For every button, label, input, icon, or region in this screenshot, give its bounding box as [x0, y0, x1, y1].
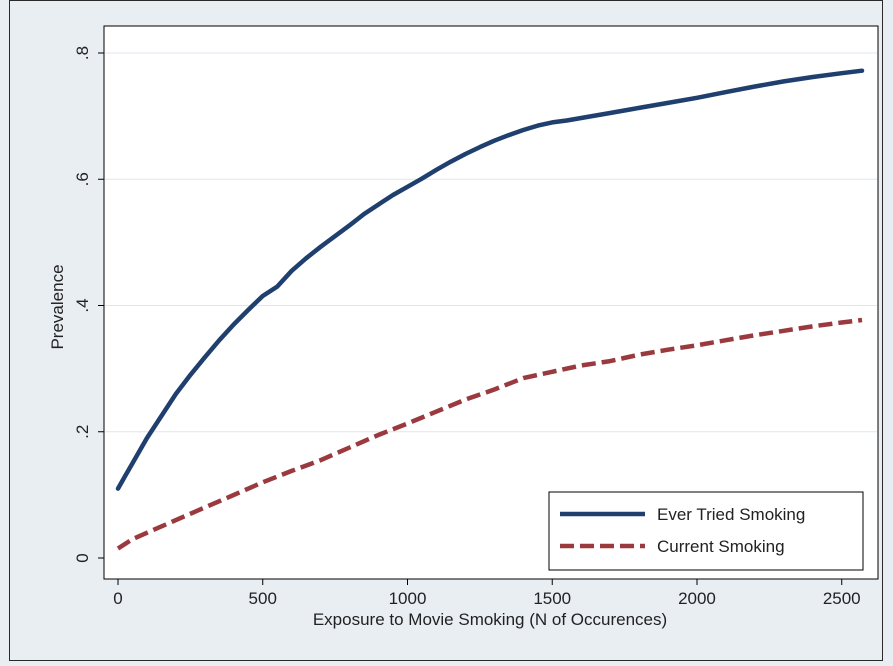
- series-lines: [115, 68, 865, 551]
- y-tick-label: .4: [73, 298, 92, 312]
- legend-box: [548, 491, 864, 571]
- x-tick-label: 0: [113, 589, 122, 608]
- legend-label-ever-tried: Ever Tried Smoking: [657, 505, 805, 524]
- y-tick-label: 0: [73, 553, 92, 562]
- series-line-ever-tried: [115, 68, 865, 491]
- y-axis-label: Prevalence: [48, 264, 67, 349]
- x-tick-label: 1000: [389, 589, 427, 608]
- x-tick-label: 2500: [823, 589, 861, 608]
- y-tick-label: .6: [73, 172, 92, 186]
- plot-area: [103, 25, 879, 580]
- legend: Ever Tried Smoking Current Smoking: [548, 491, 864, 571]
- legend-label-current: Current Smoking: [657, 537, 785, 556]
- axes: 0 .2 .4 .6 .8 0 500 1000 1500 2000 2500: [73, 26, 878, 608]
- outer-border: [9, 0, 883, 661]
- series-line-current: [116, 317, 863, 551]
- y-tick-label: .8: [73, 46, 92, 60]
- x-axis-label: Exposure to Movie Smoking (N of Occurenc…: [313, 610, 667, 629]
- y-tick-label: .2: [73, 425, 92, 439]
- x-tick-label: 500: [249, 589, 277, 608]
- x-tick-label: 1500: [533, 589, 571, 608]
- x-tick-label: 2000: [678, 589, 716, 608]
- gridlines: [105, 52, 877, 433]
